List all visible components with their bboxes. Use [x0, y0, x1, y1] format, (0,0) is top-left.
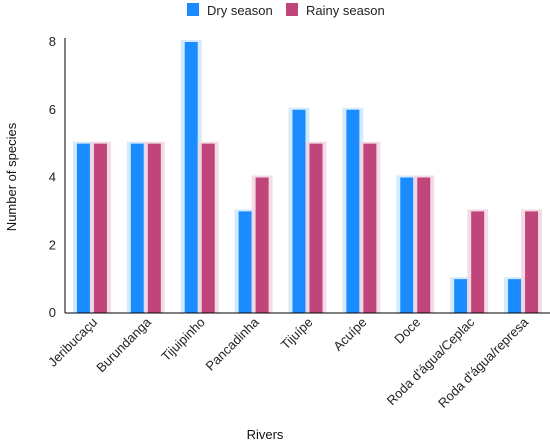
y-tick-label: 8	[49, 34, 56, 49]
bar-rainy-0	[93, 143, 107, 313]
bar-rainy-5	[363, 143, 377, 313]
y-ticks: 0 2 4 6 8	[49, 34, 56, 320]
legend-swatch	[187, 3, 199, 16]
bar-rainy-6	[417, 177, 431, 313]
bar-rainy-3	[255, 177, 269, 313]
x-tick-label: Roda d'água/represa	[435, 314, 532, 411]
y-tick-label: 0	[49, 305, 56, 320]
bar-dry-6	[400, 177, 414, 313]
x-tick-label: Doce	[391, 315, 423, 347]
bar-dry-4	[292, 109, 306, 313]
y-tick-label: 6	[49, 102, 56, 117]
legend-label: Dry season	[207, 3, 273, 18]
bars-group	[72, 40, 543, 313]
x-tick-label: Pancadinha	[203, 314, 263, 374]
x-tick-label: Tijuipinho	[158, 315, 208, 365]
x-tick-label: Acuípe	[330, 315, 369, 354]
y-tick-label: 2	[49, 237, 56, 252]
legend-label: Rainy season	[306, 3, 385, 18]
bar-rainy-2	[201, 143, 215, 313]
y-tick-label: 4	[49, 170, 56, 185]
bar-dry-5	[346, 109, 360, 313]
bar-rainy-7	[471, 211, 485, 313]
x-tick-label: Burundanga	[93, 314, 154, 375]
bar-dry-1	[130, 143, 144, 313]
bar-rainy-4	[309, 143, 323, 313]
bar-dry-8	[508, 279, 522, 313]
y-axis-title: Number of species	[4, 122, 19, 231]
legend: Dry season Rainy season	[187, 3, 385, 18]
bar-rainy-1	[147, 143, 161, 313]
x-tick-label: Tijuípe	[278, 315, 316, 353]
bar-dry-0	[76, 143, 90, 313]
legend-swatch	[286, 3, 298, 16]
bar-dry-7	[454, 279, 468, 313]
bar-dry-2	[184, 42, 198, 313]
bar-rainy-8	[525, 211, 539, 313]
x-axis-title: Rivers	[247, 427, 284, 442]
bar-dry-3	[238, 211, 252, 313]
x-tick-label: Jeribucaçu	[45, 315, 100, 370]
